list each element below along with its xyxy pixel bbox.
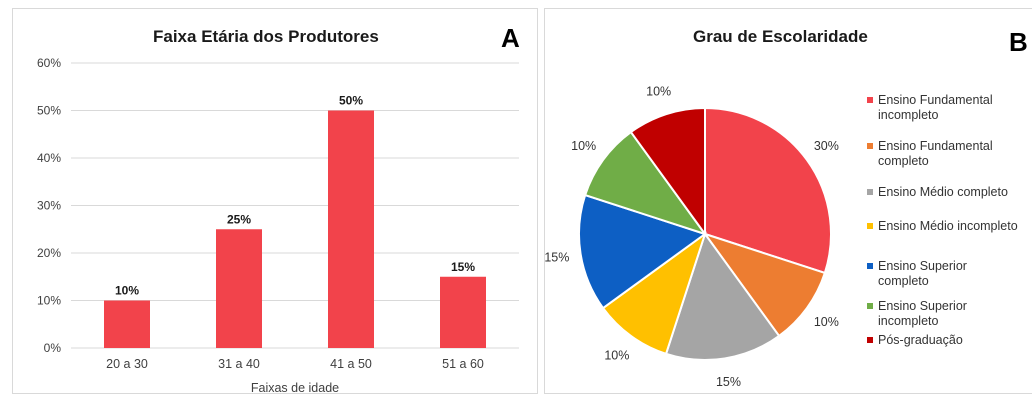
pie-slice [664, 231, 781, 361]
bar [328, 110, 374, 348]
pie-data-label: 30% [814, 139, 839, 153]
pie-slice [704, 106, 832, 275]
legend-label: Ensino Médio incompleto [878, 219, 1018, 233]
x-tick-label: 31 a 40 [218, 357, 260, 371]
legend-swatch [867, 303, 873, 309]
education-pie-chart: 30% 10% 15% 10% 15% 10% 10% [545, 84, 839, 389]
y-tick-label: 50% [37, 104, 61, 118]
pie-slice [601, 231, 707, 356]
x-tick-label: 51 a 60 [442, 357, 484, 371]
pie-slice [583, 130, 708, 236]
x-tick-label: 20 a 30 [106, 357, 148, 371]
education-chart-title: Grau de Escolaridade [693, 27, 868, 46]
legend-label: Ensino Médio completo [878, 185, 1008, 199]
legend-label: Ensino Fundamental incompleto [878, 93, 993, 122]
bar [440, 276, 486, 348]
y-tick-label: 20% [37, 246, 61, 260]
pie-data-label: 10% [646, 84, 671, 98]
y-tick-label: 40% [37, 151, 61, 165]
pie-slice [629, 106, 706, 238]
pie-slice [578, 193, 708, 310]
bar-data-label: 50% [339, 94, 363, 108]
legend-label: Ensino Superior incompleto [878, 299, 967, 328]
legend-swatch [867, 189, 873, 195]
legend-label: Pós-graduação [878, 333, 963, 347]
y-tick-label: 30% [37, 199, 61, 213]
x-axis-label: Faixas de idade [251, 381, 339, 393]
panel-letter-b: B [1009, 27, 1028, 57]
pie-data-label: 10% [814, 315, 839, 329]
bar-data-label: 10% [115, 284, 139, 298]
legend-label: Ensino Superior completo [878, 259, 967, 288]
legend-swatch [867, 143, 873, 149]
y-tick-label: 60% [37, 56, 61, 70]
y-tick-label: 10% [37, 294, 61, 308]
age-bar-chart: 0% 10% 20% 30% 40% 50% 60% 10% 20 a 30 25% 31 a 40… [37, 56, 519, 393]
bar [216, 229, 262, 348]
pie-data-label: 15% [545, 250, 569, 264]
legend-swatch [867, 223, 873, 229]
pie-slice [702, 232, 827, 338]
pie-data-label: 10% [604, 348, 629, 362]
panel-letter-a: A [501, 23, 520, 53]
legend-swatch [867, 263, 873, 269]
age-chart-title: Faixa Etária dos Produtores [153, 27, 379, 46]
age-range-chart-panel: Faixa Etária dos Produtores A 0% 10% 20% 30… [12, 8, 538, 394]
legend-swatch [867, 337, 873, 343]
bar [104, 300, 150, 348]
x-tick-label: 41 a 50 [330, 357, 372, 371]
y-tick-label: 0% [44, 341, 62, 355]
legend-label: Ensino Fundamental completo [878, 139, 993, 168]
legend-swatch [867, 97, 873, 103]
pie-data-label: 15% [716, 375, 741, 389]
education-chart-panel: Grau de Escolaridade B 30% 10% 15% 10% 15% 10… [544, 8, 1032, 394]
bar-data-label: 15% [451, 260, 475, 274]
pie-data-label: 10% [571, 139, 596, 153]
bar-data-label: 25% [227, 212, 251, 226]
